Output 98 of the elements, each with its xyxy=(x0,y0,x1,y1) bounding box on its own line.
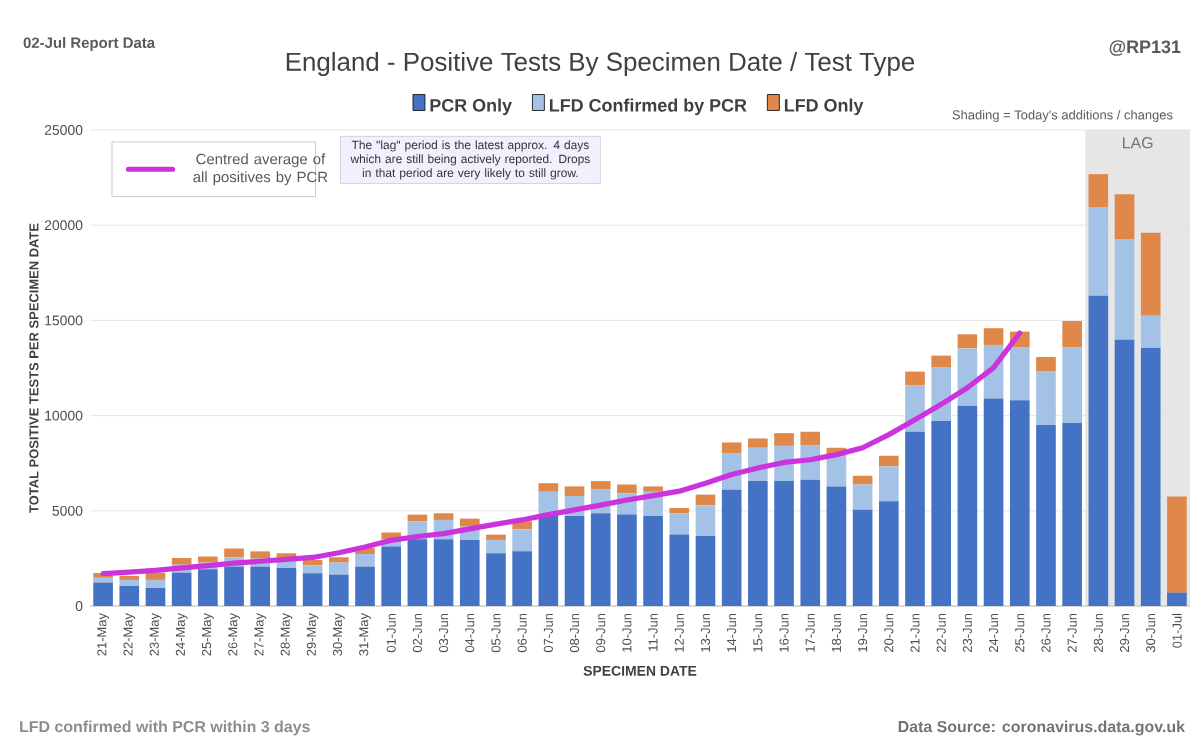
bar xyxy=(198,569,218,606)
chart-title: England - Positive Tests By Specimen Date / Test Type xyxy=(286,51,915,77)
bar xyxy=(355,566,375,606)
bar xyxy=(1036,356,1056,372)
bar xyxy=(538,514,559,606)
bar xyxy=(931,421,952,606)
bar xyxy=(93,582,113,606)
bar xyxy=(826,486,847,606)
bar xyxy=(459,539,480,606)
bar xyxy=(119,586,140,606)
bar xyxy=(826,455,847,487)
bar xyxy=(198,556,218,563)
bar xyxy=(617,484,637,494)
bar xyxy=(721,442,742,454)
bar xyxy=(486,534,506,540)
bar xyxy=(1009,347,1030,401)
bar xyxy=(564,486,585,496)
bar xyxy=(1088,295,1109,606)
bar xyxy=(878,455,899,467)
bar xyxy=(302,573,323,606)
bar xyxy=(512,529,532,552)
bar xyxy=(957,334,978,349)
bar xyxy=(1036,425,1056,606)
bar xyxy=(748,481,768,606)
bar xyxy=(643,486,663,492)
bar xyxy=(774,433,794,446)
bar xyxy=(171,572,192,606)
bar xyxy=(669,513,690,535)
bar xyxy=(695,535,716,606)
bar xyxy=(433,539,454,606)
bar xyxy=(224,566,244,606)
bar xyxy=(590,513,611,606)
bar xyxy=(852,484,873,510)
legend-label: LFD Only xyxy=(784,98,864,116)
bar xyxy=(852,509,873,606)
bar xyxy=(145,572,166,580)
bar xyxy=(721,489,742,606)
bar xyxy=(276,567,297,606)
bar xyxy=(433,513,454,520)
bar xyxy=(381,546,402,606)
bar xyxy=(1140,315,1161,348)
bar xyxy=(905,371,925,386)
bar xyxy=(774,481,794,606)
bar xyxy=(983,328,1004,345)
bar xyxy=(512,551,532,606)
bar xyxy=(486,553,506,606)
bar xyxy=(800,431,821,446)
bar xyxy=(1062,347,1082,424)
bar xyxy=(328,574,349,606)
bar xyxy=(119,579,140,587)
bar xyxy=(1088,207,1109,296)
bar xyxy=(617,514,637,606)
bar xyxy=(931,355,952,368)
bar xyxy=(1167,592,1187,606)
bar xyxy=(1167,496,1187,593)
bar xyxy=(328,557,349,563)
bar xyxy=(1114,339,1135,606)
bar xyxy=(93,577,113,583)
bar xyxy=(878,501,899,606)
bar xyxy=(171,558,192,565)
bar xyxy=(1062,423,1082,606)
bar xyxy=(224,548,244,558)
bar xyxy=(800,479,821,606)
bar xyxy=(538,483,559,492)
bar xyxy=(957,405,978,606)
bar xyxy=(355,554,375,567)
bar xyxy=(695,494,716,506)
line-series xyxy=(100,330,1023,577)
bar xyxy=(1088,174,1109,208)
text: @RP131 xyxy=(1109,40,1181,56)
bar xyxy=(250,566,271,606)
bar xyxy=(878,466,899,502)
bar xyxy=(486,539,506,554)
bar xyxy=(250,551,271,559)
bar xyxy=(564,515,585,606)
bar xyxy=(643,515,663,606)
legend-label: LFD Confirmed by PCR xyxy=(549,98,747,116)
bar xyxy=(983,398,1004,606)
bar xyxy=(1114,194,1135,240)
bar xyxy=(1036,371,1056,426)
bar xyxy=(1114,239,1135,340)
bar xyxy=(590,481,611,490)
bar xyxy=(669,507,690,514)
bar xyxy=(145,587,166,606)
bar xyxy=(669,534,690,606)
bar xyxy=(1140,347,1161,606)
bar xyxy=(905,431,925,606)
bar xyxy=(1140,232,1161,316)
bar xyxy=(1009,400,1030,606)
bar xyxy=(695,505,716,536)
bar xyxy=(145,579,166,588)
bar xyxy=(1062,320,1082,348)
bar xyxy=(328,562,349,575)
bar xyxy=(852,475,873,485)
bar xyxy=(748,438,768,448)
bar xyxy=(407,539,428,606)
bar xyxy=(302,565,323,574)
legend-label: PCR Only xyxy=(430,98,512,116)
